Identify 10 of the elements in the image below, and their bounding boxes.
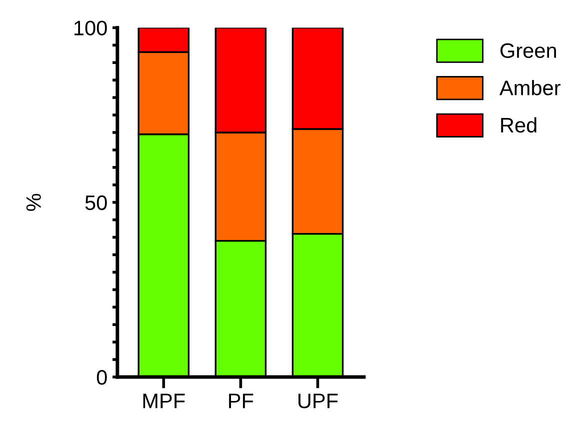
- x-tick-label: UPF: [298, 394, 338, 408]
- x-tick-label: MPF: [143, 394, 185, 408]
- y-tick-label: 0: [96, 370, 107, 385]
- y-tick-label: 50: [85, 195, 107, 210]
- y-tick-label: 100: [74, 20, 107, 36]
- x-tick-label: PF: [229, 394, 254, 408]
- legend-label: Red: [501, 117, 536, 133]
- y-axis-title: %: [26, 194, 41, 211]
- legend-label: Amber: [499, 80, 560, 96]
- legend-label: Green: [500, 43, 556, 58]
